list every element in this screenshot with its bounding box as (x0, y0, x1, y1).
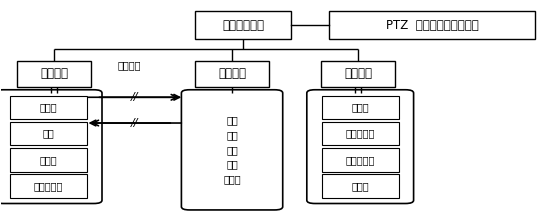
Bar (10, 148, 87, 172)
Text: 前端设备: 前端设备 (40, 67, 68, 80)
Text: //: // (131, 92, 138, 102)
Text: 后端设备: 后端设备 (344, 67, 372, 80)
Bar (322, 122, 399, 145)
Bar (321, 61, 395, 87)
Bar (195, 61, 269, 87)
Text: 主控系统: 主控系统 (218, 67, 246, 80)
Bar (10, 95, 87, 119)
Bar (195, 11, 291, 39)
Text: 监听器: 监听器 (40, 155, 58, 165)
FancyBboxPatch shape (307, 90, 413, 203)
Text: 显示器: 显示器 (351, 102, 369, 112)
Text: 报警探测器: 报警探测器 (34, 181, 63, 191)
Bar (10, 122, 87, 145)
Bar (322, 95, 399, 119)
Text: 画面分割器: 画面分割器 (345, 155, 375, 165)
Text: 云台: 云台 (43, 129, 54, 138)
Text: //: // (131, 118, 138, 128)
Bar (329, 11, 535, 39)
FancyBboxPatch shape (181, 90, 283, 210)
Text: 闭路监控系统: 闭路监控系统 (222, 19, 264, 32)
Bar (17, 61, 91, 87)
Text: PTZ  烟雾阴影检测摄像机: PTZ 烟雾阴影检测摄像机 (385, 19, 478, 32)
FancyBboxPatch shape (0, 90, 102, 203)
Bar (10, 174, 87, 198)
Text: 分控器: 分控器 (351, 181, 369, 191)
Text: 视频
信号
矩阵
切换
控制器: 视频 信号 矩阵 切换 控制器 (223, 115, 241, 184)
Bar (322, 174, 399, 198)
Bar (322, 148, 399, 172)
Text: 视频分配器: 视频分配器 (345, 129, 375, 138)
Text: 传输系统: 传输系统 (117, 60, 141, 70)
Text: 摄像机: 摄像机 (40, 102, 58, 112)
